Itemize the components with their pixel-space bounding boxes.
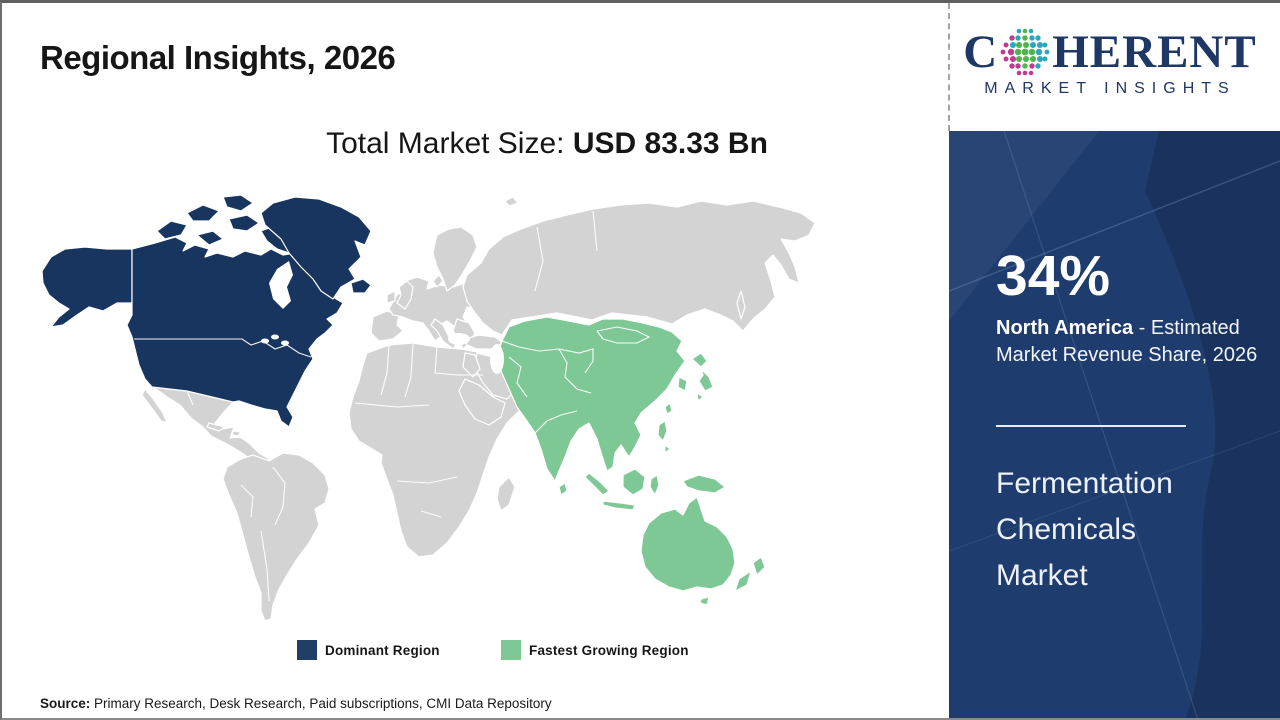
total-market-size: Total Market Size: USD 83.33 Bn (326, 127, 768, 161)
logo-letter-c: C (963, 25, 999, 78)
legend-label-dominant: Dominant Region (325, 642, 440, 658)
brand-logo-subtitle: MARKET INSIGHTS (984, 80, 1236, 97)
total-market-size-value: USD 83.33 Bn (572, 127, 768, 160)
sidebar: 34% North America - Estimated Market Rev… (949, 131, 1280, 718)
brand-logo-word: C HERENT (960, 27, 1260, 77)
map-country-borders (134, 210, 651, 602)
sidebar-divider (996, 425, 1186, 427)
region-fastest-growing (496, 316, 766, 606)
sidebar-map-texture (949, 131, 1280, 718)
dotted-globe-icon (1000, 28, 1050, 76)
share-description-text: - Estimated Market Revenue Share, 2026 (996, 317, 1258, 366)
source-note: Source: Primary Research, Desk Research,… (40, 696, 552, 711)
legend-label-fastest-growing: Fastest Growing Region (529, 642, 689, 658)
report-market-name: Fermentation Chemicals Market (996, 467, 1173, 592)
map-water-bodies (261, 261, 504, 374)
legend-swatch-dominant (297, 640, 317, 660)
share-description: North America - Estimated Market Revenue… (996, 315, 1268, 368)
source-label: Source: (40, 696, 91, 711)
region-other-land (141, 196, 816, 622)
world-map (37, 191, 817, 623)
dashed-divider (948, 3, 950, 131)
page-title: Regional Insights, 2026 (40, 39, 396, 76)
legend-item-dominant: Dominant Region (297, 640, 440, 660)
brand-logo: C HERENT MARKET INSIGHTS (960, 27, 1260, 98)
region-dominant (41, 194, 372, 428)
logo-letters-herent: HERENT (1052, 25, 1257, 78)
share-percentage: 34% (996, 244, 1111, 308)
world-map-svg (41, 194, 816, 622)
total-market-size-label: Total Market Size: (326, 127, 573, 160)
share-region-name: North America (996, 317, 1134, 339)
legend-item-fastest-growing: Fastest Growing Region (501, 640, 689, 660)
legend-swatch-fastest-growing (501, 640, 521, 660)
source-text: Primary Research, Desk Research, Paid su… (90, 696, 552, 711)
